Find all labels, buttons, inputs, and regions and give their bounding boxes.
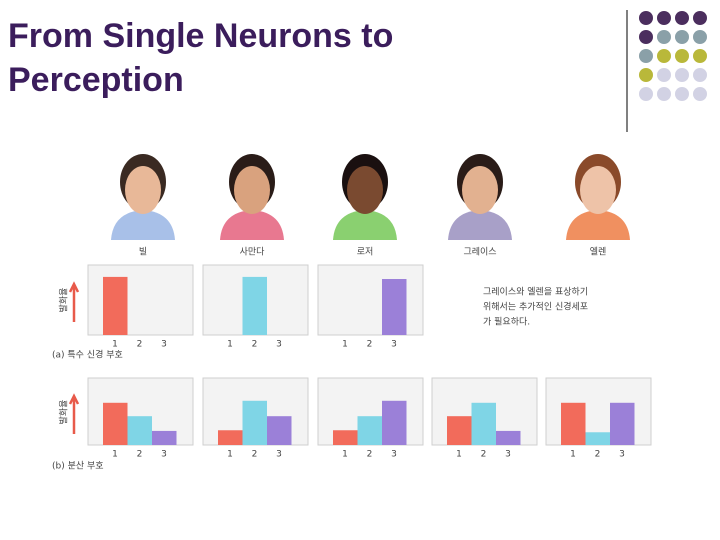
bar [561,402,586,445]
bar [357,416,382,445]
caption: (a) 특수 신경 부호 [52,349,123,361]
shoulders [220,210,284,240]
face-label: 엘렌 [590,247,607,258]
dot [675,49,689,63]
bar [103,402,128,445]
dot [693,11,707,25]
bar [382,279,407,335]
dot [639,68,653,82]
bar [218,430,243,445]
dot [693,68,707,82]
face [125,166,161,214]
slide-title: From Single Neurons to Perception [8,17,394,99]
dot [693,49,707,63]
bar [127,416,152,445]
x-tick-label: 2 [252,340,258,350]
face-label: 사만다 [240,247,266,258]
x-tick-label: 2 [137,450,143,460]
shoulders [111,210,175,240]
x-tick-label: 3 [161,450,167,460]
dot [675,87,689,101]
x-tick-label: 1 [342,450,348,460]
arrow [68,393,80,434]
x-tick-label: 2 [367,340,373,350]
panel [317,264,424,336]
x-tick-label: 3 [619,450,625,460]
x-tick-label: 1 [342,340,348,350]
dot [675,30,689,44]
shoulders [566,210,630,240]
bar [333,430,358,445]
bar [447,416,472,445]
bar [267,416,292,445]
y-axis-label: 발화율 [59,400,70,425]
y-axis-label: 발화율 [59,288,70,313]
bar [496,430,521,445]
dot [639,30,653,44]
arrow [68,281,80,322]
x-tick-label: 3 [276,450,282,460]
face-label: 로저 [357,247,374,258]
dot [639,11,653,25]
x-tick-label: 2 [367,450,373,460]
x-tick-label: 2 [252,450,258,460]
face [347,166,383,214]
dot [639,87,653,101]
x-tick-label: 3 [161,340,167,350]
dot [639,49,653,63]
faces [111,154,630,240]
x-tick-label: 2 [481,450,487,460]
shoulders [333,210,397,240]
x-tick-label: 3 [276,340,282,350]
bar [471,402,496,445]
note-line: 가 필요하다. [483,316,530,328]
dot [657,49,671,63]
face-label: 그레이스 [463,247,496,258]
x-tick-label: 1 [112,340,118,350]
caption: (b) 분산 부호 [52,461,104,472]
x-tick-label: 2 [137,340,143,350]
face [462,166,498,214]
dot [693,30,707,44]
dot [675,68,689,82]
face-label: 빌 [139,247,147,258]
x-tick-label: 2 [595,450,601,460]
bar [242,276,267,335]
x-tick-label: 1 [570,450,576,460]
x-tick-label: 1 [112,450,118,460]
dot [675,11,689,25]
bar [610,402,635,445]
x-tick-label: 1 [227,340,233,350]
decoration [639,11,707,101]
face [234,166,270,214]
bar [382,400,407,445]
dot [657,30,671,44]
dot [657,11,671,25]
x-tick-label: 3 [391,340,397,350]
bar [103,276,128,335]
x-tick-label: 3 [391,450,397,460]
dot [657,68,671,82]
shoulders [448,210,512,240]
bar [585,432,610,445]
x-tick-label: 1 [227,450,233,460]
bar [242,400,267,445]
note-line: 위해서는 추가적인 신경세포 [483,301,588,313]
face [580,166,616,214]
bar [152,430,177,445]
x-tick-label: 3 [505,450,511,460]
x-tick-label: 1 [456,450,462,460]
dot [693,87,707,101]
note-line: 그레이스와 엘렌을 표상하기 [483,286,588,298]
dot [657,87,671,101]
